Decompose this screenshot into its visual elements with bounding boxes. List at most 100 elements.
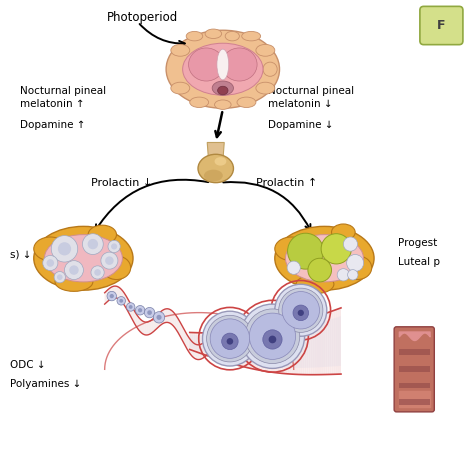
Polygon shape bbox=[312, 324, 314, 368]
Ellipse shape bbox=[88, 225, 117, 244]
FancyBboxPatch shape bbox=[420, 6, 463, 45]
Polygon shape bbox=[167, 309, 168, 322]
Polygon shape bbox=[272, 334, 274, 367]
Polygon shape bbox=[106, 291, 107, 303]
Polygon shape bbox=[226, 337, 228, 359]
Polygon shape bbox=[249, 336, 251, 364]
Polygon shape bbox=[142, 321, 143, 334]
Polygon shape bbox=[285, 331, 287, 368]
Polygon shape bbox=[282, 332, 283, 367]
Polygon shape bbox=[177, 317, 178, 332]
Polygon shape bbox=[234, 337, 236, 361]
Polygon shape bbox=[190, 332, 191, 350]
Ellipse shape bbox=[263, 62, 277, 76]
Polygon shape bbox=[245, 337, 247, 363]
Polygon shape bbox=[318, 315, 320, 374]
Polygon shape bbox=[259, 336, 261, 365]
Circle shape bbox=[82, 234, 103, 255]
Circle shape bbox=[101, 252, 118, 269]
Polygon shape bbox=[303, 327, 305, 368]
Polygon shape bbox=[172, 310, 173, 325]
Polygon shape bbox=[135, 311, 136, 325]
Polygon shape bbox=[295, 322, 297, 374]
Polygon shape bbox=[121, 290, 122, 302]
Polygon shape bbox=[339, 308, 341, 374]
Polygon shape bbox=[213, 333, 215, 358]
Polygon shape bbox=[113, 286, 114, 298]
Polygon shape bbox=[128, 300, 129, 313]
Polygon shape bbox=[293, 329, 295, 368]
Ellipse shape bbox=[166, 30, 280, 108]
Circle shape bbox=[275, 284, 327, 336]
Polygon shape bbox=[335, 309, 337, 374]
Polygon shape bbox=[199, 333, 201, 354]
Polygon shape bbox=[299, 328, 301, 368]
Polygon shape bbox=[200, 345, 201, 359]
Ellipse shape bbox=[222, 48, 257, 81]
Polygon shape bbox=[193, 335, 195, 349]
Text: Dopamine ↓: Dopamine ↓ bbox=[268, 119, 333, 129]
Circle shape bbox=[282, 292, 319, 329]
Polygon shape bbox=[305, 327, 307, 368]
Text: Luteal p: Luteal p bbox=[398, 256, 440, 266]
Polygon shape bbox=[314, 317, 316, 374]
Circle shape bbox=[43, 255, 58, 271]
Circle shape bbox=[117, 297, 126, 305]
Ellipse shape bbox=[205, 29, 222, 38]
Polygon shape bbox=[111, 287, 112, 299]
Circle shape bbox=[58, 242, 71, 255]
Polygon shape bbox=[268, 329, 270, 372]
Polygon shape bbox=[239, 337, 241, 362]
Circle shape bbox=[54, 272, 65, 283]
Polygon shape bbox=[230, 337, 232, 360]
Polygon shape bbox=[194, 343, 195, 358]
Circle shape bbox=[108, 240, 120, 253]
Ellipse shape bbox=[275, 237, 308, 261]
Circle shape bbox=[129, 305, 133, 309]
Ellipse shape bbox=[171, 82, 190, 94]
Polygon shape bbox=[130, 304, 131, 318]
Circle shape bbox=[69, 265, 79, 275]
Polygon shape bbox=[116, 286, 117, 298]
Polygon shape bbox=[138, 317, 139, 330]
Polygon shape bbox=[232, 337, 234, 360]
Ellipse shape bbox=[296, 275, 334, 294]
Circle shape bbox=[105, 256, 114, 265]
Polygon shape bbox=[134, 310, 135, 324]
Text: Prolactin ↓: Prolactin ↓ bbox=[91, 178, 152, 188]
Circle shape bbox=[293, 305, 309, 320]
Polygon shape bbox=[303, 320, 305, 374]
Polygon shape bbox=[162, 310, 163, 324]
Polygon shape bbox=[126, 296, 127, 310]
Polygon shape bbox=[114, 286, 115, 298]
Polygon shape bbox=[209, 336, 211, 354]
Circle shape bbox=[245, 309, 300, 364]
Polygon shape bbox=[131, 305, 132, 319]
Polygon shape bbox=[205, 341, 206, 356]
Circle shape bbox=[279, 288, 323, 332]
Polygon shape bbox=[318, 323, 320, 367]
Polygon shape bbox=[272, 328, 274, 373]
Ellipse shape bbox=[190, 97, 209, 108]
Polygon shape bbox=[209, 333, 211, 357]
Ellipse shape bbox=[343, 256, 372, 280]
Polygon shape bbox=[207, 333, 209, 356]
Polygon shape bbox=[253, 336, 255, 365]
Polygon shape bbox=[191, 333, 193, 351]
Polygon shape bbox=[182, 326, 183, 341]
Polygon shape bbox=[178, 319, 179, 334]
Polygon shape bbox=[158, 313, 159, 327]
Polygon shape bbox=[197, 333, 199, 353]
Polygon shape bbox=[236, 333, 237, 365]
Bar bbox=[399, 399, 429, 405]
Text: ODC ↓: ODC ↓ bbox=[10, 360, 46, 370]
Polygon shape bbox=[118, 287, 119, 300]
Ellipse shape bbox=[256, 82, 275, 94]
Polygon shape bbox=[132, 306, 133, 320]
Circle shape bbox=[46, 259, 54, 267]
Polygon shape bbox=[161, 311, 162, 325]
Polygon shape bbox=[316, 323, 318, 367]
Circle shape bbox=[298, 310, 304, 316]
Polygon shape bbox=[175, 314, 176, 329]
Polygon shape bbox=[217, 337, 219, 356]
